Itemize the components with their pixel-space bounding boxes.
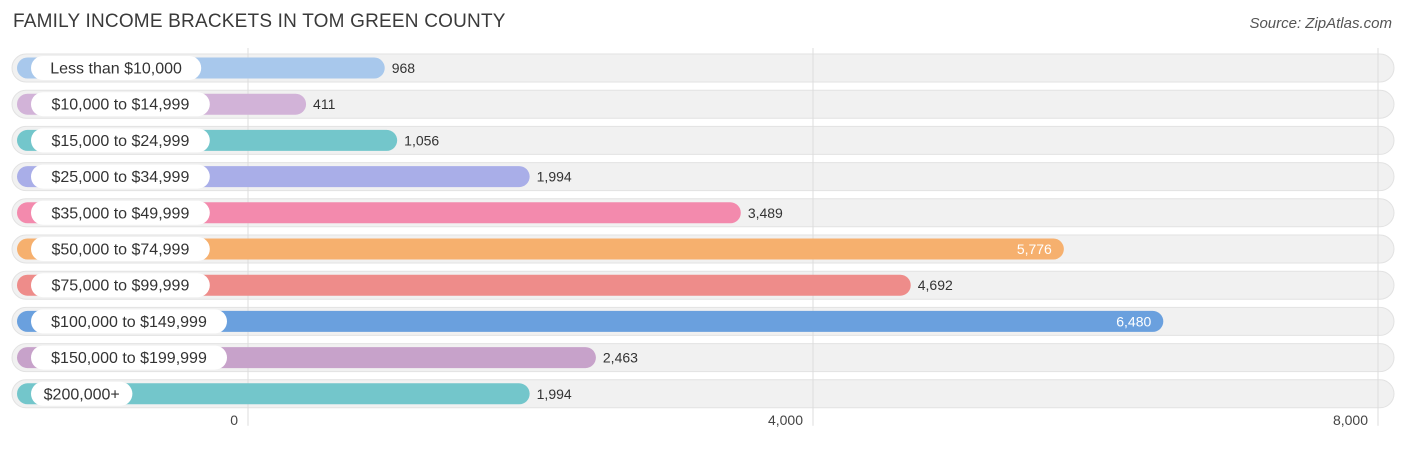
category-pill	[31, 56, 202, 80]
category-label: $150,000 to $199,999	[51, 350, 207, 367]
bar	[17, 238, 1064, 260]
category-pill	[31, 92, 210, 117]
category-pill	[31, 164, 210, 189]
x-tick-label: 0	[230, 412, 238, 428]
value-label: 2,463	[603, 350, 638, 366]
category-label: $15,000 to $24,999	[51, 133, 189, 150]
category-label: $200,000+	[44, 386, 120, 403]
chart-title: FAMILY INCOME BRACKETS IN TOM GREEN COUN…	[13, 11, 506, 32]
category-label: $100,000 to $149,999	[51, 314, 207, 331]
category-label: $75,000 to $99,999	[51, 278, 189, 295]
bar	[17, 383, 530, 405]
value-label: 6,480	[1116, 313, 1151, 329]
value-label: 4,692	[918, 277, 953, 293]
value-label: 3,489	[748, 205, 783, 221]
category-label: $50,000 to $74,999	[51, 242, 189, 259]
x-tick-label: 8,000	[1333, 412, 1368, 428]
value-label: 1,056	[404, 132, 439, 148]
x-tick-label: 4,000	[768, 412, 803, 428]
category-label: Less than $10,000	[50, 61, 182, 78]
category-pill	[31, 237, 210, 261]
bar	[17, 310, 1164, 332]
value-label: 968	[392, 60, 416, 76]
value-label: 1,994	[537, 386, 572, 402]
category-pill	[31, 345, 227, 370]
category-pill	[31, 309, 227, 334]
category-pill	[31, 128, 210, 153]
row-track	[11, 89, 1395, 119]
bar	[17, 274, 911, 296]
category-label: $25,000 to $34,999	[51, 169, 189, 186]
source-credit: Source: ZipAtlas.com	[1249, 15, 1392, 32]
value-label: 5,776	[1017, 241, 1052, 257]
category-pill	[31, 200, 210, 225]
category-label: $10,000 to $14,999	[51, 97, 189, 114]
value-label: 411	[313, 96, 336, 112]
category-pill	[31, 273, 210, 298]
value-label: 1,994	[537, 169, 572, 185]
category-pill	[31, 381, 133, 406]
category-label: $35,000 to $49,999	[51, 205, 189, 222]
